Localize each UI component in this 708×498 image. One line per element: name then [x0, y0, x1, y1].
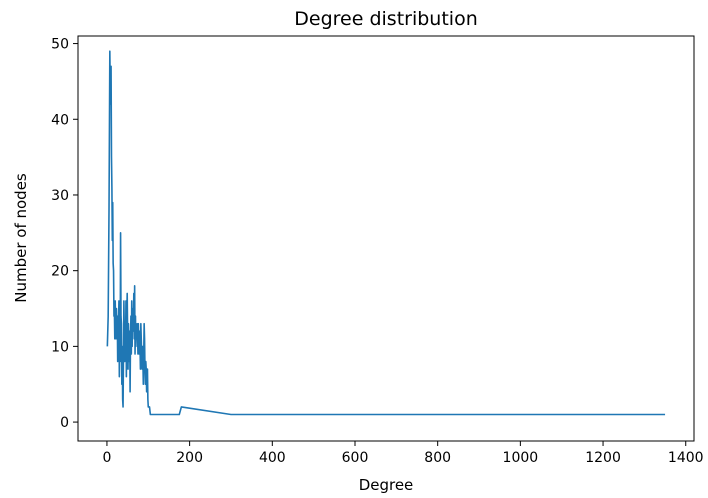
x-tick-label: 1200: [585, 450, 621, 466]
y-tick-label: 10: [51, 339, 69, 355]
x-tick-label: 400: [259, 450, 286, 466]
x-tick-label: 600: [342, 450, 369, 466]
x-tick-label: 1000: [503, 450, 539, 466]
y-tick-label: 30: [51, 188, 69, 204]
y-tick-label: 20: [51, 264, 69, 280]
y-tick-label: 50: [51, 37, 69, 53]
y-axis-label: Number of nodes: [12, 173, 30, 303]
series-line: [106, 50, 666, 416]
plot-area: [77, 35, 695, 442]
x-tick-label: 0: [102, 450, 111, 466]
x-tick-label: 1400: [668, 450, 704, 466]
x-axis-label: Degree: [359, 476, 414, 494]
chart-title: Degree distribution: [294, 8, 477, 30]
y-tick-label: 40: [51, 112, 69, 128]
y-tick-label: 0: [60, 415, 69, 431]
y-axis: 0 10 20 30 40 50: [51, 37, 78, 431]
plot-frame: [77, 35, 695, 442]
x-axis: 0 200 400 600 800 1000 1200 1400: [102, 441, 704, 466]
x-tick-label: 200: [176, 450, 203, 466]
x-tick-label: 800: [424, 450, 451, 466]
